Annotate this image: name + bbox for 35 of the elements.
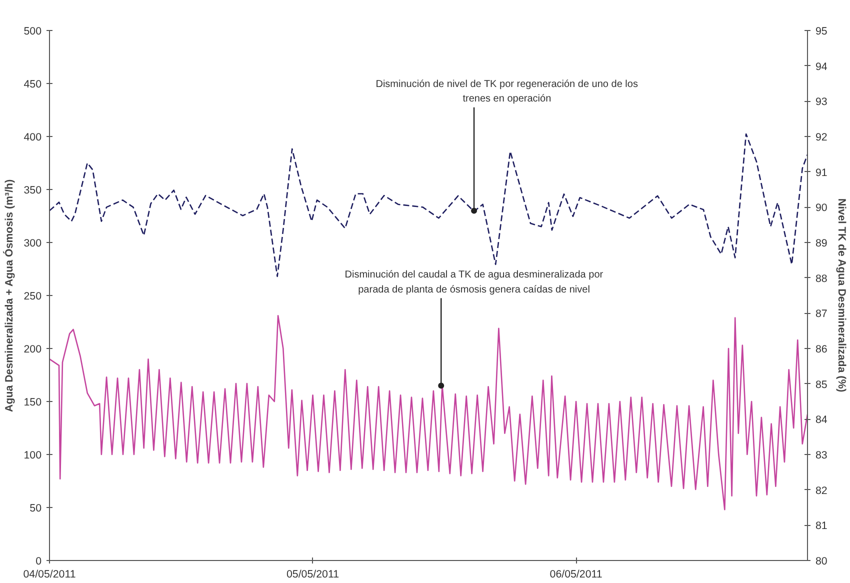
y2-tick-label: 84 (816, 414, 828, 426)
y-tick-label: 350 (24, 184, 42, 196)
y2-tick-label: 91 (816, 166, 828, 179)
y2-tick-label: 86 (816, 344, 828, 356)
x-tick-label: 04/05/2011 (23, 568, 76, 580)
y2-tick-label: 93 (816, 96, 828, 108)
y2-tick-label: 95 (816, 26, 828, 38)
y2-tick-label: 92 (816, 132, 828, 144)
y2-tick-label: 80 (816, 556, 828, 568)
y2-tick-label: 82 (816, 484, 828, 497)
y-tick-label: 200 (24, 344, 42, 356)
y-tick-label: 100 (24, 450, 42, 462)
annotation: Disminución de nivel de TK por regeneración de uno de los trenes en operación (376, 78, 638, 105)
y2-tick-label: 90 (816, 202, 828, 214)
y-tick-label: 450 (24, 78, 42, 90)
x-tick-label: 05/05/2011 (286, 568, 340, 580)
y2-tick-label: 88 (816, 272, 828, 285)
line-series (50, 314, 808, 510)
x-tick-label: 06/05/2011 (550, 568, 602, 580)
y-tick-label: 300 (24, 238, 42, 250)
y2-tick-label: 83 (816, 450, 828, 462)
y-tick-label: 400 (24, 132, 42, 144)
y-tick-label: 50 (30, 502, 42, 514)
y2-tick-label: 87 (816, 308, 828, 320)
y-tick-label: 500 (24, 26, 42, 38)
y2-axis-title: Nivel TK de Agua Desmineralizada (%) (835, 198, 848, 393)
y2-tick-label: 94 (816, 60, 828, 73)
y2-tick-label: 85 (816, 378, 828, 391)
y-axis-title: Agua Desmineralizada + Agua Ósmosis (m³/h) (2, 178, 16, 412)
y-tick-label: 150 (24, 396, 42, 408)
y-tick-label: 250 (24, 290, 42, 302)
y-tick-label: 0 (36, 556, 42, 568)
annotation: Disminución del caudal a TK de agua desmineralizada por parada de planta de ósmosis genera caídas de nivel (344, 270, 604, 296)
y2-tick-label: 89 (816, 238, 828, 250)
y2-tick-label: 81 (816, 520, 828, 532)
